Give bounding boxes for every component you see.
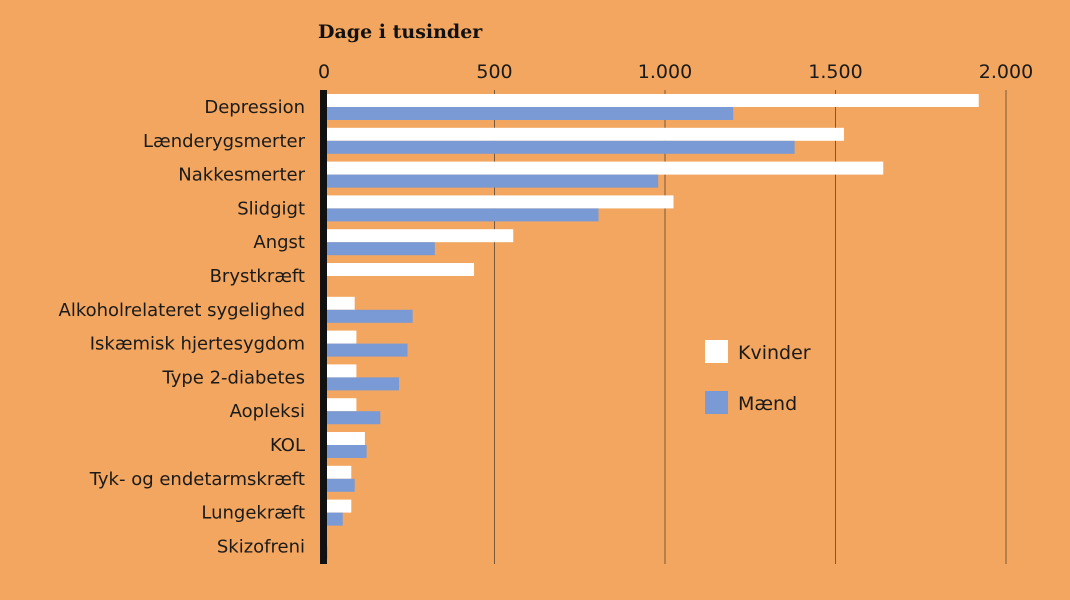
category-label: Iskæmisk hjertesygdom xyxy=(90,334,305,355)
category-label: Tyk- og endetarmskræft xyxy=(89,469,305,490)
legend: Kvinder Mænd xyxy=(705,340,811,415)
x-tick-label: 2.000 xyxy=(979,61,1033,83)
legend-label: Mænd xyxy=(738,393,797,415)
bar-kvinder xyxy=(324,499,352,513)
bar-kvinder xyxy=(324,263,475,276)
bar-maend xyxy=(324,478,355,492)
legend-label: Kvinder xyxy=(738,342,811,364)
bar-maend xyxy=(324,242,435,256)
x-tick-label: 1.500 xyxy=(808,61,862,83)
category-label: Slidgigt xyxy=(237,198,305,219)
bar-maend xyxy=(324,309,413,323)
bars xyxy=(324,94,979,560)
category-label: Lænderygsmerter xyxy=(143,131,306,152)
bar-kvinder xyxy=(324,127,845,141)
bar-kvinder xyxy=(324,296,355,310)
category-label: Aopleksi xyxy=(230,401,305,422)
x-tick-label: 0 xyxy=(318,61,330,83)
bar-kvinder xyxy=(324,465,352,479)
bar-kvinder xyxy=(324,195,674,209)
bar-maend xyxy=(324,377,400,391)
x-tick-label: 500 xyxy=(476,61,512,83)
legend-swatch xyxy=(705,391,728,414)
category-label: Brystkræft xyxy=(210,266,305,287)
category-label: Alkoholrelateret sygelighed xyxy=(59,300,306,321)
bar-maend xyxy=(324,343,408,357)
chart-title: Dage i tusinder xyxy=(318,21,483,43)
bar-kvinder xyxy=(324,94,979,107)
category-label: Angst xyxy=(253,232,305,253)
gridlines xyxy=(494,90,1007,564)
x-axis-ticks: 0 500 1.000 1.500 2.000 xyxy=(318,61,1033,83)
category-label: Depression xyxy=(204,97,305,118)
category-labels: Depression Lænderygsmerter Nakkesmerter Sli… xyxy=(59,97,306,557)
bar-maend xyxy=(324,174,659,188)
bar-kvinder xyxy=(324,330,357,344)
bar-kvinder xyxy=(324,432,365,445)
bar-kvinder xyxy=(324,364,357,378)
bar-maend xyxy=(324,208,599,222)
bar-kvinder xyxy=(324,398,357,412)
x-tick-label: 1.000 xyxy=(638,61,692,83)
bar-kvinder xyxy=(324,161,884,175)
category-label: Skizofreni xyxy=(217,536,305,557)
y-axis-line xyxy=(320,90,327,564)
bar-kvinder xyxy=(324,229,514,243)
bar-maend xyxy=(324,512,343,526)
bar-maend xyxy=(324,411,381,425)
bar-maend xyxy=(324,107,734,120)
category-label: Lungekræft xyxy=(201,503,305,524)
category-label: Type 2-diabetes xyxy=(162,367,305,388)
legend-swatch xyxy=(705,340,728,363)
category-label: Nakkesmerter xyxy=(178,165,305,186)
bar-maend xyxy=(324,445,367,458)
bar-maend xyxy=(324,140,795,154)
category-label: KOL xyxy=(270,435,305,456)
